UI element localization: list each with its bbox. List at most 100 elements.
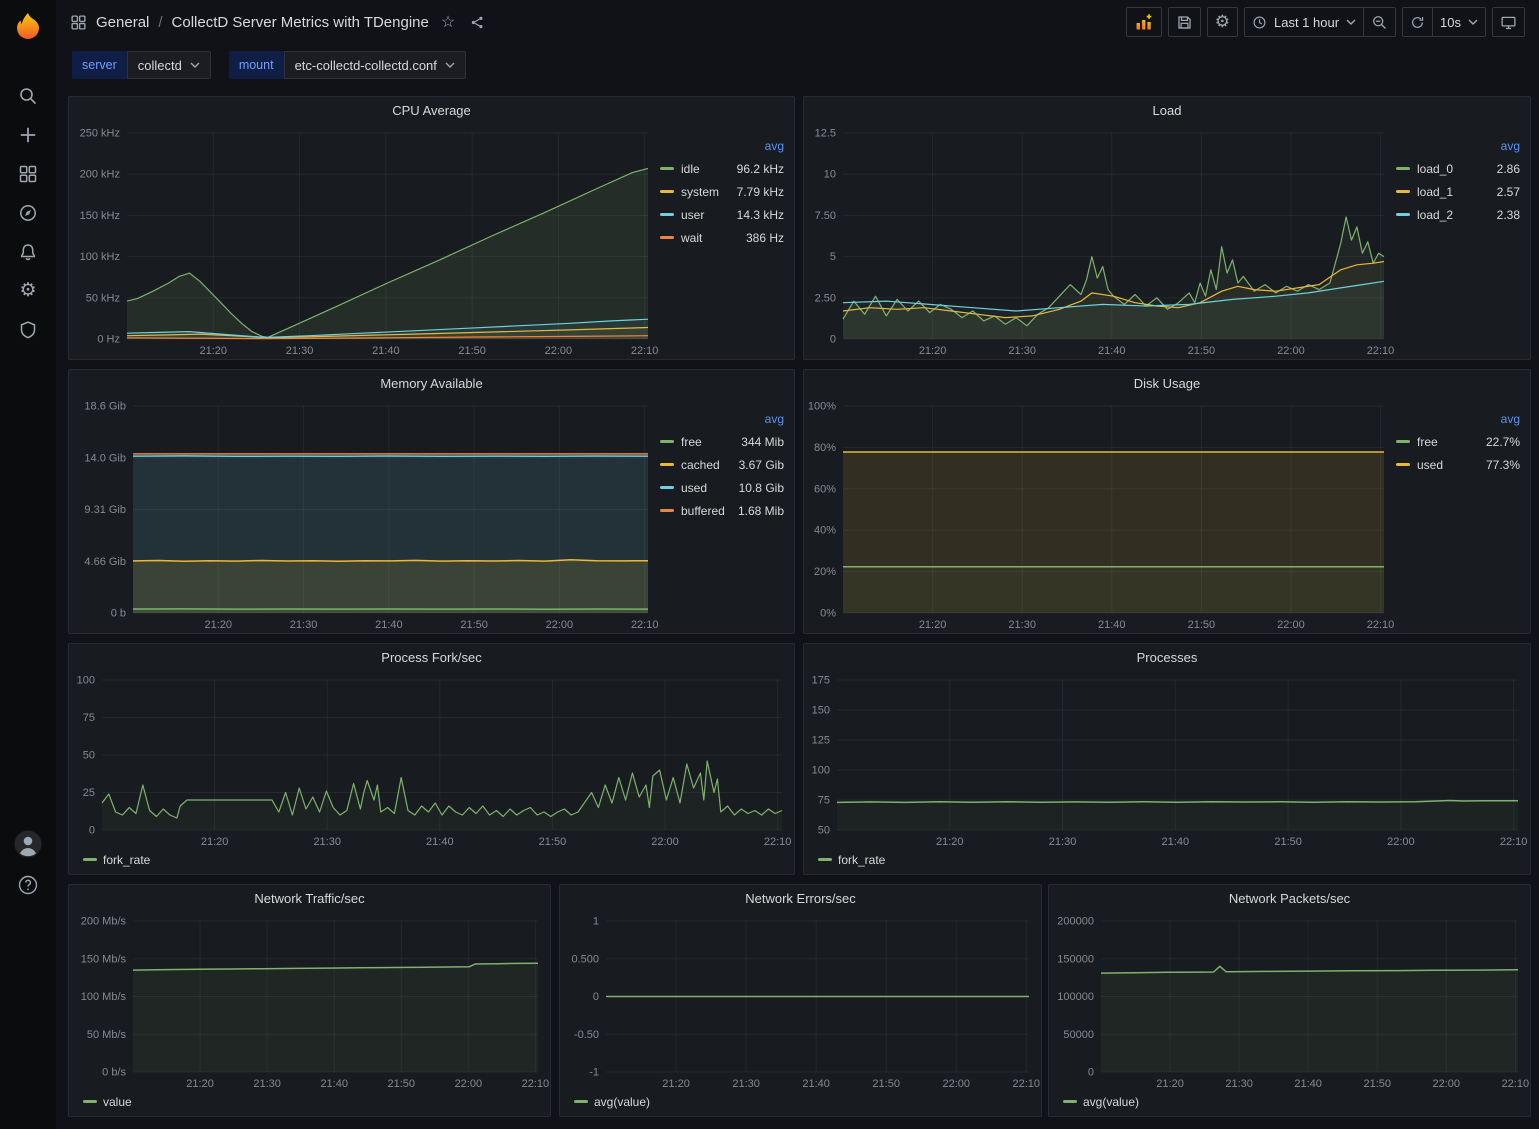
panel-title[interactable]: Network Traffic/sec [69, 885, 550, 911]
y-axis-tick-label: 0 [593, 991, 599, 1003]
zoom-out-button[interactable] [1364, 7, 1396, 37]
legend-series-name[interactable]: user [681, 208, 704, 222]
legend-series-name[interactable]: used [681, 481, 707, 495]
legend-item: avg(value) [574, 1095, 650, 1109]
create-plus-icon[interactable] [0, 115, 56, 154]
panel-title[interactable]: CPU Average [69, 97, 794, 123]
alerting-bell-icon[interactable] [0, 232, 56, 271]
refresh-interval-picker[interactable]: 10s [1433, 7, 1486, 37]
panel-title[interactable]: Disk Usage [804, 370, 1530, 396]
panel-title[interactable]: Network Packets/sec [1049, 885, 1530, 911]
legend-series-name[interactable]: load_1 [1417, 185, 1453, 199]
panel-title[interactable]: Load [804, 97, 1530, 123]
x-axis-tick-label: 21:50 [872, 1078, 900, 1090]
x-axis-tick-label: 21:40 [1098, 619, 1126, 631]
legend-series-value: 2.57 [1497, 185, 1520, 199]
y-axis-tick-label: 80% [814, 442, 836, 454]
y-axis-tick-label: 0 [830, 334, 836, 346]
y-axis-tick-label: 1 [593, 916, 599, 928]
x-axis-tick-label: 22:00 [1277, 619, 1305, 631]
configuration-gear-icon[interactable]: ⚙ [0, 271, 56, 310]
legend-series-name[interactable]: value [103, 1095, 132, 1109]
legend-series-name[interactable]: wait [681, 231, 702, 245]
chart-canvas[interactable]: 10.5000-0.50-121:2021:3021:4021:5022:002… [560, 911, 1041, 1092]
y-axis-tick-label: 150 [812, 705, 830, 717]
dashboard-settings-button[interactable]: ⚙ [1207, 7, 1238, 37]
explore-compass-icon[interactable] [0, 193, 56, 232]
y-axis-tick-label: 60% [814, 483, 836, 495]
chart-canvas[interactable]: 100%80%60%40%20%0%21:2021:3021:4021:5022… [804, 396, 1396, 633]
panel-title[interactable]: Processes [804, 644, 1530, 670]
chart-area[interactable]: 10.5000-0.50-121:2021:3021:4021:5022:002… [560, 911, 1041, 1092]
legend-series-name[interactable]: load_0 [1417, 162, 1453, 176]
series-fill-avg(value) [1101, 966, 1518, 1072]
save-dashboard-button[interactable] [1168, 7, 1201, 37]
share-icon[interactable] [467, 13, 488, 32]
search-icon[interactable] [0, 76, 56, 115]
x-axis-tick-label: 22:10 [764, 836, 792, 848]
add-panel-button[interactable] [1126, 7, 1162, 37]
legend-series-name[interactable]: avg(value) [1083, 1095, 1139, 1109]
y-axis-tick-label: 0 Hz [97, 334, 120, 346]
chart-canvas[interactable]: 12.5107.5052.50021:2021:3021:4021:5022:0… [804, 123, 1396, 359]
legend-series-name[interactable]: used [1417, 458, 1443, 472]
y-axis-tick-label: 10 [824, 169, 836, 181]
chart-area[interactable]: 100755025021:2021:3021:4021:5022:0022:10 [69, 670, 794, 850]
chart-area[interactable]: 175150125100755021:2021:3021:4021:5022:0… [804, 670, 1530, 850]
help-icon[interactable] [0, 869, 56, 901]
chart-area[interactable]: 200 Mb/s150 Mb/s100 Mb/s50 Mb/s0 b/s21:2… [69, 911, 550, 1092]
panel-process-fork: Process Fork/sec 100755025021:2021:3021:… [68, 643, 795, 875]
chart-area[interactable]: 250 kHz200 kHz150 kHz100 kHz50 kHz0 Hz21… [69, 123, 660, 359]
legend-series-name[interactable]: buffered [681, 504, 725, 518]
legend-series-name[interactable]: fork_rate [103, 853, 150, 867]
legend-series-name[interactable]: cached [681, 458, 720, 472]
variable-value-dropdown[interactable]: collectd [127, 51, 211, 79]
time-range-picker[interactable]: Last 1 hour [1244, 7, 1364, 37]
legend-series-name[interactable]: load_2 [1417, 208, 1453, 222]
chart-area[interactable]: 100%80%60%40%20%0%21:2021:3021:4021:5022… [804, 396, 1396, 633]
chart-canvas[interactable]: 20000015000010000050000021:2021:3021:402… [1049, 911, 1530, 1092]
chart-canvas[interactable]: 100755025021:2021:3021:4021:5022:0022:10 [69, 670, 794, 850]
grafana-logo[interactable] [0, 0, 56, 46]
y-axis-tick-label: 50 [818, 825, 830, 837]
panel-title[interactable]: Network Errors/sec [560, 885, 1041, 911]
breadcrumb-section[interactable]: General [96, 14, 149, 31]
panel-processes: Processes 175150125100755021:2021:3021:4… [803, 643, 1531, 875]
chart-area[interactable]: 18.6 Gib14.0 Gib9.31 Gib4.66 Gib0 b21:20… [69, 396, 660, 633]
legend-series-name[interactable]: fork_rate [838, 853, 885, 867]
user-avatar[interactable] [0, 828, 56, 860]
chevron-down-icon [445, 62, 455, 68]
x-axis-tick-label: 21:20 [1156, 1078, 1184, 1090]
chart-area[interactable]: 12.5107.5052.50021:2021:3021:4021:5022:0… [804, 123, 1396, 359]
chart-canvas[interactable]: 250 kHz200 kHz150 kHz100 kHz50 kHz0 Hz21… [69, 123, 660, 359]
tv-mode-button[interactable] [1492, 7, 1525, 37]
legend-item: avg(value) [1063, 1095, 1139, 1109]
legend-series-name[interactable]: free [1417, 435, 1438, 449]
star-icon[interactable]: ☆ [438, 10, 458, 34]
chart-area[interactable]: 20000015000010000050000021:2021:3021:402… [1049, 911, 1530, 1092]
y-axis-tick-label: 0 b/s [102, 1067, 126, 1079]
panel-title[interactable]: Process Fork/sec [69, 644, 794, 670]
x-axis-tick-label: 21:30 [290, 619, 318, 631]
legend-swatch-icon [660, 509, 674, 512]
panel-title[interactable]: Memory Available [69, 370, 794, 396]
legend-series-name[interactable]: idle [681, 162, 700, 176]
legend-swatch-icon [574, 1100, 588, 1103]
chart-canvas[interactable]: 18.6 Gib14.0 Gib9.31 Gib4.66 Gib0 b21:20… [69, 396, 660, 633]
breadcrumb: General / CollectD Server Metrics with T… [70, 10, 488, 34]
legend-series-name[interactable]: system [681, 185, 719, 199]
chart-canvas[interactable]: 200 Mb/s150 Mb/s100 Mb/s50 Mb/s0 b/s21:2… [69, 911, 550, 1092]
panel-legend-bottom: fork_rate [69, 850, 794, 874]
dashboards-icon[interactable] [0, 154, 56, 193]
refresh-interval-label: 10s [1440, 15, 1461, 30]
chevron-down-icon [1346, 19, 1356, 25]
variable-value-dropdown[interactable]: etc-collectd-collectd.conf [284, 51, 466, 79]
y-axis-tick-label: 18.6 Gib [84, 401, 126, 413]
page-title[interactable]: CollectD Server Metrics with TDengine [172, 14, 429, 31]
refresh-button[interactable] [1402, 7, 1433, 37]
x-axis-tick-label: 21:20 [919, 619, 947, 631]
chart-canvas[interactable]: 175150125100755021:2021:3021:4021:5022:0… [804, 670, 1530, 850]
legend-series-name[interactable]: free [681, 435, 702, 449]
legend-series-name[interactable]: avg(value) [594, 1095, 650, 1109]
server-admin-shield-icon[interactable] [0, 310, 56, 349]
